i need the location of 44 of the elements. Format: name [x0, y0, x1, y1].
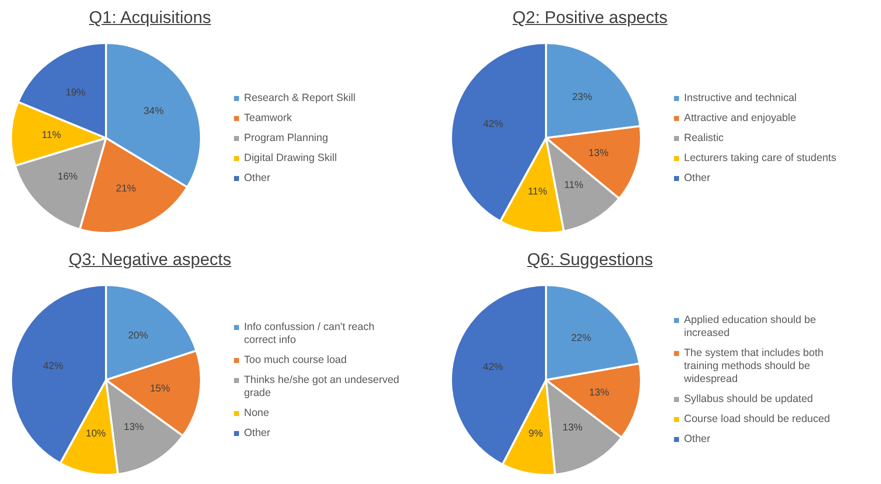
chart-title: Q6: Suggestions: [526, 250, 654, 270]
legend-label: Info confussion / can't reach correct info: [244, 320, 376, 346]
legend-label: Research & Report Skill: [244, 92, 356, 104]
legend-label: Lecturers taking care of students: [684, 152, 836, 164]
data-label: 11%: [528, 186, 548, 198]
data-label: 13%: [588, 148, 609, 159]
legend-label: Digital Drawing Skill: [244, 152, 337, 164]
data-label: 9%: [528, 428, 543, 440]
data-label: 21%: [116, 184, 136, 195]
legend-label: Program Planning: [244, 132, 328, 144]
data-label: 13%: [562, 422, 583, 434]
data-label: 22%: [571, 332, 592, 344]
legend-label: Too much course load: [244, 354, 347, 366]
data-label: 13%: [124, 422, 144, 433]
legend-label: Teamwork: [244, 112, 292, 124]
legend-label: Instructive and technical: [684, 92, 797, 104]
legend-label: Other: [684, 433, 710, 446]
legend-label: Thinks he/she got an undeserved grade: [244, 374, 400, 400]
legend-label: Other: [684, 172, 710, 184]
legend-label: Syllabus should be updated: [684, 393, 814, 406]
data-label: 11%: [42, 130, 62, 142]
chart-title: Q3: Negative aspects: [68, 250, 232, 270]
chart-title: Q1: Acquisitions: [88, 8, 212, 28]
data-label: 13%: [589, 388, 610, 399]
legend-label: Other: [244, 172, 270, 184]
legend-label: Attractive and enjoyable: [684, 112, 796, 124]
data-label: 11%: [564, 180, 584, 191]
data-label: 10%: [86, 428, 106, 440]
data-label: 34%: [144, 106, 164, 117]
chart-title: Q2: Positive aspects: [512, 8, 668, 28]
legend-label: Course load should be reduced: [684, 413, 830, 426]
data-label: 42%: [482, 362, 504, 373]
data-label: 16%: [58, 172, 78, 183]
data-label: 15%: [150, 383, 170, 394]
data-label: 42%: [483, 119, 504, 130]
legend-label: Applied education should be increased: [684, 314, 817, 340]
data-label: 19%: [66, 87, 86, 98]
legend-label: Realistic: [684, 132, 724, 144]
data-label: 42%: [43, 361, 64, 372]
legend-label: The system that includes both training methods should be widespread: [684, 347, 824, 386]
legend-label: Other: [244, 426, 270, 440]
legend-label: None: [244, 406, 270, 420]
data-label: 20%: [128, 330, 148, 342]
data-label: 23%: [572, 92, 592, 103]
